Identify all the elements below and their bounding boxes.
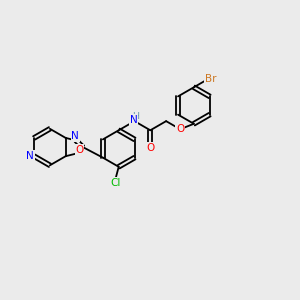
Text: N: N bbox=[71, 131, 79, 141]
Text: O: O bbox=[147, 142, 155, 153]
Text: O: O bbox=[176, 124, 184, 134]
Text: Br: Br bbox=[205, 74, 216, 84]
Text: N: N bbox=[26, 151, 34, 161]
Text: Cl: Cl bbox=[111, 178, 121, 188]
Text: H: H bbox=[132, 112, 139, 121]
Text: N: N bbox=[130, 115, 137, 125]
Text: O: O bbox=[75, 145, 84, 155]
